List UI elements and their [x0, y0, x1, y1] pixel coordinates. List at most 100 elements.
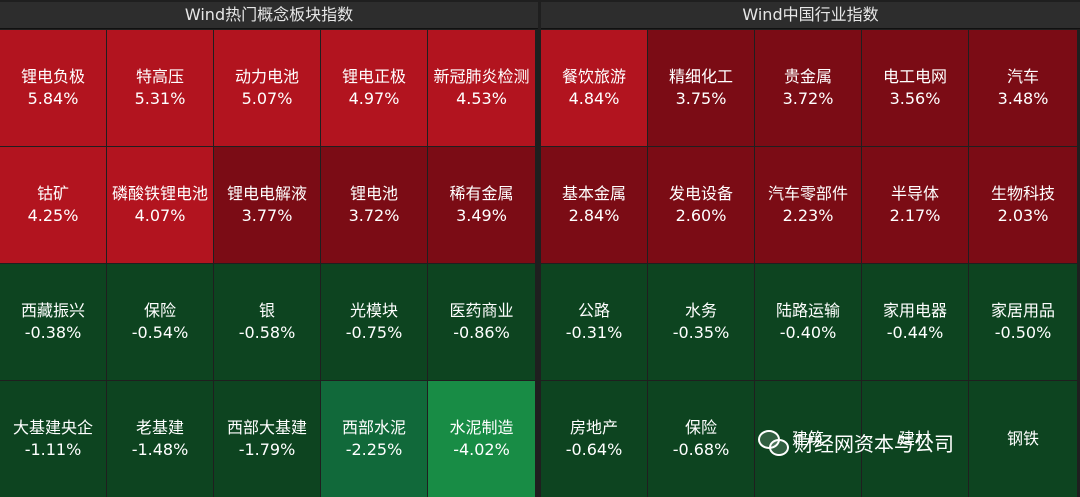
heatmap-tile[interactable]: 动力电池 5.07%	[214, 30, 320, 146]
tile-name: 基本金属	[561, 184, 626, 203]
heatmap-tile[interactable]: 光模块 -0.75%	[321, 264, 427, 380]
concept-heatmap-grid: 锂电负极 5.84% 特高压 5.31% 动力电池 5.07% 锂电正极 4.97% 新冠肺炎检…	[0, 30, 538, 497]
heatmap-tile[interactable]: 精细化工 3.75%	[648, 30, 754, 146]
tile-name: 陆路运输	[775, 301, 840, 320]
tile-percent: -0.58%	[238, 323, 296, 342]
tile-name: 稀有金属	[449, 184, 514, 203]
heatmap-tile[interactable]: 陆路运输 -0.40%	[755, 264, 861, 380]
tile-name: 生物科技	[990, 184, 1055, 203]
tile-percent: 3.75%	[675, 89, 727, 108]
tile-name: 光模块	[349, 301, 398, 320]
heatmap-tile[interactable]: 建材	[862, 381, 968, 497]
tile-percent: 4.53%	[456, 89, 507, 108]
heatmap-tile[interactable]: 水泥制造 -4.02%	[428, 381, 535, 497]
heatmap-tile[interactable]: 锂电负极 5.84%	[0, 30, 106, 146]
tile-name: 贵金属	[783, 67, 832, 86]
tile-name: 锂电电解液	[226, 184, 307, 203]
heatmap-tile[interactable]: 西部水泥 -2.25%	[321, 381, 427, 497]
tile-percent: -0.64%	[565, 440, 623, 459]
heatmap-tile[interactable]: 钢铁	[969, 381, 1077, 497]
tile-name: 锂电负极	[20, 67, 85, 86]
heatmap-tile[interactable]: 保险 -0.68%	[648, 381, 754, 497]
heatmap-tile[interactable]: 西部大基建 -1.79%	[214, 381, 320, 497]
tile-percent: -0.40%	[779, 323, 837, 342]
heatmap-tile[interactable]: 贵金属 3.72%	[755, 30, 861, 146]
heatmap-tile[interactable]: 特高压 5.31%	[107, 30, 213, 146]
heatmap-tile[interactable]: 半导体 2.17%	[862, 147, 968, 263]
tile-name: 房地产	[569, 418, 618, 437]
tile-percent: -0.75%	[345, 323, 403, 342]
heatmap-tile[interactable]: 发电设备 2.60%	[648, 147, 754, 263]
tile-percent: -1.79%	[238, 440, 296, 459]
heatmap-tile[interactable]: 钴矿 4.25%	[0, 147, 106, 263]
heatmap-tile[interactable]: 家用电器 -0.44%	[862, 264, 968, 380]
tile-percent: 4.07%	[134, 206, 186, 225]
wechat-icon	[758, 429, 789, 456]
tile-name: 老基建	[135, 418, 184, 437]
tile-name: 钢铁	[1006, 429, 1039, 448]
tile-percent: 3.48%	[997, 89, 1049, 108]
heatmap-tile[interactable]: 保险 -0.54%	[107, 264, 213, 380]
tile-name: 发电设备	[668, 184, 733, 203]
tile-name: 特高压	[135, 67, 184, 86]
heatmap-tile[interactable]: 电工电网 3.56%	[862, 30, 968, 146]
tile-percent: 2.17%	[889, 206, 941, 225]
heatmap-tile[interactable]: 水务 -0.35%	[648, 264, 754, 380]
tile-percent: -0.68%	[672, 440, 730, 459]
tile-name: 钴矿	[36, 184, 69, 203]
tile-percent: -0.86%	[453, 323, 510, 342]
heatmap-tile[interactable]: 家居用品 -0.50%	[969, 264, 1077, 380]
tile-name: 西藏振兴	[20, 301, 85, 320]
tile-percent: -1.48%	[131, 440, 189, 459]
industry-heatmap-grid: 餐饮旅游 4.84% 精细化工 3.75% 贵金属 3.72% 电工电网 3.56% 汽车 3.4…	[541, 30, 1080, 497]
tile-percent: 4.84%	[568, 89, 620, 108]
watermark-text: 财经网资本与公司	[794, 432, 954, 456]
tile-name: 动力电池	[234, 67, 299, 86]
heatmap-tile[interactable]: 锂电电解液 3.77%	[214, 147, 320, 263]
tile-name: 银	[258, 301, 275, 320]
heatmap-tile[interactable]: 医药商业 -0.86%	[428, 264, 535, 380]
heatmap-tile[interactable]: 银 -0.58%	[214, 264, 320, 380]
tile-percent: 4.97%	[348, 89, 400, 108]
heatmap-tile[interactable]: 公路 -0.31%	[541, 264, 647, 380]
heatmap-tile[interactable]: 汽车零部件 2.23%	[755, 147, 861, 263]
tile-percent: -0.44%	[886, 323, 944, 342]
tile-percent: 5.84%	[27, 89, 79, 108]
heatmap-tile[interactable]: 基本金属 2.84%	[541, 147, 647, 263]
tile-percent: -0.35%	[672, 323, 730, 342]
panel-title: Wind中国行业指数	[541, 2, 1080, 29]
tile-name: 水务	[684, 301, 717, 320]
tile-percent: 4.25%	[27, 206, 79, 225]
tile-name: 锂电正极	[341, 67, 406, 86]
tile-name: 保险	[684, 418, 717, 437]
heatmap-tile[interactable]: 大基建央企 -1.11%	[0, 381, 106, 497]
heatmap-tile[interactable]: 稀有金属 3.49%	[428, 147, 535, 263]
tile-name: 西部大基建	[226, 418, 307, 437]
tile-name: 汽车	[1006, 67, 1039, 86]
tile-percent: 3.72%	[348, 206, 400, 225]
tile-name: 电工电网	[882, 67, 947, 86]
heatmap-tile[interactable]: 生物科技 2.03%	[969, 147, 1077, 263]
tile-percent: -4.02%	[453, 440, 510, 459]
tile-name: 家居用品	[990, 301, 1055, 320]
tile-percent: 2.84%	[568, 206, 620, 225]
heatmap-tile[interactable]: 房地产 -0.64%	[541, 381, 647, 497]
heatmap-tile[interactable]: 餐饮旅游 4.84%	[541, 30, 647, 146]
heatmap-tile[interactable]: 磷酸铁锂电池 4.07%	[107, 147, 213, 263]
heatmap-tile[interactable]: 锂电池 3.72%	[321, 147, 427, 263]
tile-name: 半导体	[890, 184, 939, 203]
tile-percent: 2.60%	[675, 206, 727, 225]
tile-name: 餐饮旅游	[561, 67, 626, 86]
tile-name: 建筑	[791, 429, 824, 448]
heatmap-tile[interactable]: 西藏振兴 -0.38%	[0, 264, 106, 380]
tile-name: 家用电器	[882, 301, 947, 320]
tile-percent: -0.50%	[994, 323, 1052, 342]
heatmap-tile[interactable]: 锂电正极 4.97%	[321, 30, 427, 146]
heatmap-tile[interactable]: 老基建 -1.48%	[107, 381, 213, 497]
tile-name: 汽车零部件	[767, 184, 848, 203]
heatmap-tile[interactable]: 汽车 3.48%	[969, 30, 1077, 146]
tile-percent: 2.23%	[782, 206, 834, 225]
heatmap-tile[interactable]: 新冠肺炎检测 4.53%	[428, 30, 535, 146]
tile-percent: -0.31%	[565, 323, 623, 342]
tile-name: 建材	[898, 429, 931, 448]
